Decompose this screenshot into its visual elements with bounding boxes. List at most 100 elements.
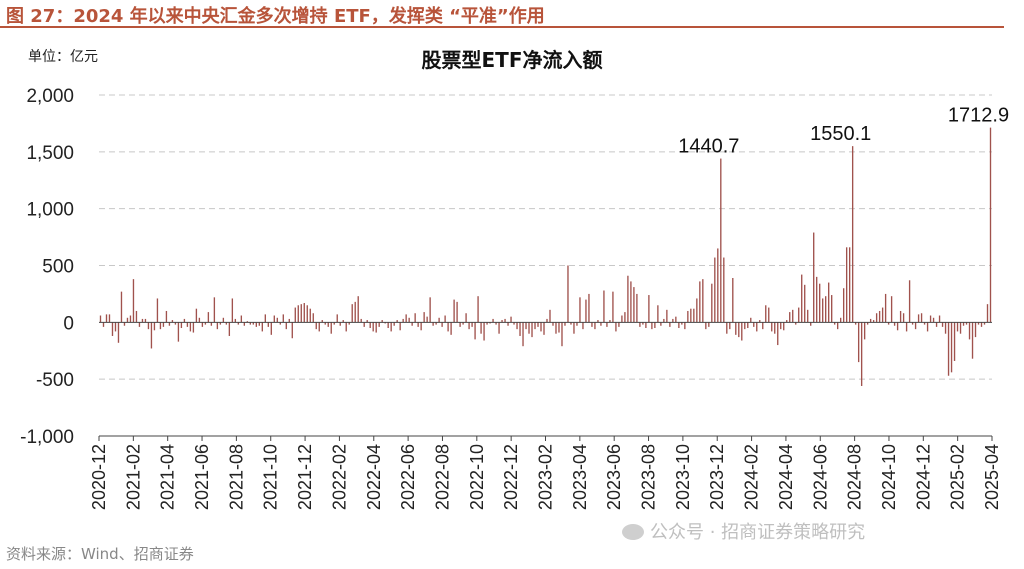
bar bbox=[612, 291, 614, 323]
bar bbox=[660, 322, 662, 326]
x-tick-label: 2024-10 bbox=[879, 444, 899, 510]
bar bbox=[621, 315, 623, 323]
bar bbox=[180, 322, 183, 329]
bar bbox=[636, 293, 638, 323]
watermark-text: 公众号 · 招商证券策略研究 bbox=[650, 522, 866, 543]
bar bbox=[477, 296, 479, 323]
bar bbox=[956, 322, 959, 332]
bar bbox=[327, 322, 329, 327]
bar bbox=[663, 318, 665, 323]
bar bbox=[441, 322, 443, 327]
bar bbox=[932, 317, 935, 323]
bar bbox=[222, 317, 225, 323]
bar bbox=[384, 322, 386, 324]
bar bbox=[753, 322, 755, 327]
bar bbox=[684, 322, 686, 330]
bar bbox=[810, 322, 812, 326]
bar bbox=[573, 322, 575, 334]
bar bbox=[705, 322, 707, 330]
bar bbox=[624, 312, 626, 323]
bar bbox=[177, 322, 180, 342]
bar bbox=[513, 322, 515, 325]
bar bbox=[717, 248, 719, 323]
bar bbox=[321, 320, 323, 323]
data-label: 1440.7 bbox=[678, 136, 739, 158]
bar bbox=[366, 320, 368, 323]
bar bbox=[950, 322, 953, 373]
bar bbox=[411, 322, 413, 326]
bar bbox=[603, 290, 605, 323]
bar bbox=[875, 313, 878, 323]
bar bbox=[687, 310, 689, 323]
x-tick-label: 2023-02 bbox=[536, 444, 556, 510]
bar bbox=[813, 232, 815, 323]
bar bbox=[195, 308, 198, 323]
bar bbox=[339, 322, 341, 326]
bar bbox=[980, 322, 983, 327]
bar bbox=[911, 322, 914, 325]
bar bbox=[456, 301, 458, 323]
bar bbox=[315, 322, 317, 330]
y-tick-label: 1,500 bbox=[26, 143, 74, 164]
bar bbox=[639, 322, 641, 327]
bar bbox=[690, 308, 692, 323]
bar bbox=[126, 317, 129, 323]
bar bbox=[893, 322, 896, 326]
bar bbox=[225, 322, 228, 325]
bar bbox=[914, 322, 917, 330]
bar bbox=[869, 318, 872, 323]
bar bbox=[795, 322, 797, 325]
bar bbox=[246, 321, 249, 323]
bar bbox=[522, 322, 524, 347]
bar bbox=[282, 314, 284, 323]
bar bbox=[369, 322, 371, 329]
bar bbox=[183, 318, 186, 323]
bar bbox=[459, 322, 461, 327]
bar bbox=[582, 322, 584, 330]
bar bbox=[765, 305, 767, 323]
source-note: 资料来源：Wind、招商证券 bbox=[6, 545, 194, 563]
bar bbox=[531, 322, 533, 338]
bar bbox=[525, 322, 527, 330]
bar bbox=[822, 298, 824, 323]
data-label: 1712.9 bbox=[948, 105, 1009, 127]
bar bbox=[204, 322, 207, 325]
bar bbox=[264, 314, 266, 323]
bar bbox=[396, 320, 398, 323]
bar bbox=[798, 307, 800, 323]
x-tick-label: 2022-12 bbox=[501, 444, 521, 510]
bar bbox=[935, 322, 938, 327]
bar bbox=[468, 322, 470, 330]
bar bbox=[156, 298, 159, 323]
bar bbox=[207, 312, 210, 323]
x-tick-labels: 2020-12 2021-02 2021-04 2021-06 2021-08 2021-… bbox=[89, 444, 1002, 510]
bar bbox=[816, 276, 818, 323]
bar bbox=[165, 310, 168, 323]
bar bbox=[240, 315, 243, 323]
bar bbox=[807, 309, 809, 323]
bar bbox=[390, 322, 392, 332]
bar bbox=[105, 314, 108, 323]
bar bbox=[986, 304, 989, 323]
bar bbox=[666, 309, 668, 323]
bar bbox=[585, 299, 587, 323]
bar bbox=[675, 316, 677, 323]
x-tick-label: 2021-10 bbox=[261, 444, 281, 510]
bar bbox=[129, 315, 132, 323]
bar bbox=[842, 288, 845, 323]
bar bbox=[546, 318, 548, 323]
bar bbox=[729, 322, 731, 330]
bar bbox=[681, 322, 683, 325]
bar bbox=[588, 293, 590, 323]
bar bbox=[549, 309, 551, 323]
bar bbox=[552, 322, 554, 326]
bar bbox=[630, 281, 632, 323]
bar bbox=[747, 322, 749, 329]
x-tick-label: 2023-06 bbox=[604, 444, 624, 510]
y-tick-label: -500 bbox=[36, 370, 74, 391]
bar bbox=[429, 297, 431, 323]
bar bbox=[938, 315, 941, 323]
bar bbox=[702, 279, 704, 323]
bar bbox=[759, 320, 761, 323]
bar bbox=[168, 322, 171, 326]
